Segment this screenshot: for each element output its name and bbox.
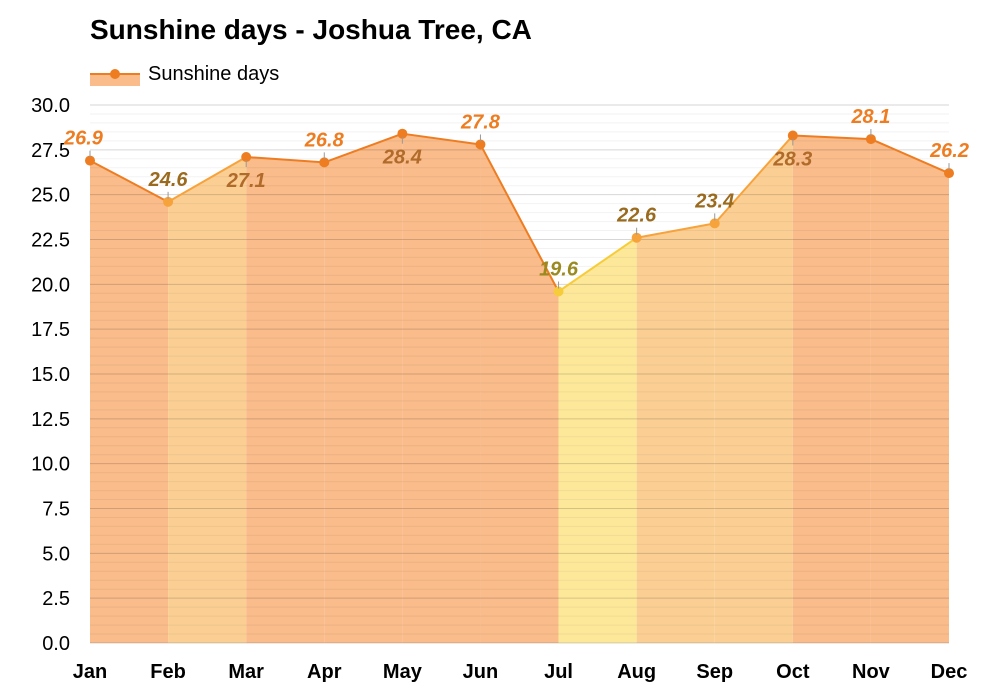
area-segment-mar — [246, 157, 325, 644]
line-segment — [89, 159, 169, 203]
y-tick-label: 20.0 — [31, 274, 70, 296]
data-point-mar — [241, 152, 252, 163]
data-label-nov: 28.1 — [850, 106, 890, 128]
area-segment-oct — [792, 135, 871, 643]
area-segment-jul — [558, 237, 637, 643]
y-tick-label: 15.0 — [31, 364, 70, 386]
line-segment — [557, 236, 638, 293]
data-point-sep — [709, 218, 720, 229]
y-tick-label: 17.5 — [31, 319, 70, 341]
x-tick-label-apr: Apr — [307, 661, 342, 683]
y-tick-label: 27.5 — [31, 140, 70, 162]
data-point-oct — [787, 130, 798, 141]
data-point-apr — [319, 157, 330, 168]
area-segment-feb — [168, 157, 247, 644]
data-point-jan — [85, 155, 95, 166]
y-tick-label: 2.5 — [42, 588, 70, 610]
x-tick-label-oct: Oct — [776, 661, 810, 683]
x-tick-label-may: May — [383, 661, 423, 683]
line-segment — [636, 222, 715, 239]
x-axis-ticks: Jan Feb Mar Apr May Jun Jul Aug Sep Oct Nov Dec — [73, 661, 968, 683]
y-tick-label: 0.0 — [42, 633, 70, 655]
line-segment — [246, 156, 325, 164]
y-tick-label: 10.0 — [31, 454, 70, 476]
x-tick-label-dec: Dec — [931, 661, 968, 683]
data-label-apr: 26.8 — [304, 129, 345, 151]
data-label-jun: 27.8 — [460, 111, 501, 133]
data-point-dec — [944, 168, 954, 179]
data-label-feb: 24.6 — [148, 169, 189, 191]
data-label-may: 28.4 — [382, 147, 422, 169]
area-segment-jan — [90, 160, 169, 644]
line-segment — [402, 132, 481, 146]
data-label-mar: 27.1 — [226, 170, 266, 192]
data-point-feb — [163, 196, 174, 207]
y-tick-label: 12.5 — [31, 409, 70, 431]
y-axis-ticks: 0.0 2.5 5.0 7.5 10.0 12.5 15.0 17.5 20.0 22.5 25.0… — [31, 95, 70, 655]
series-line — [89, 132, 950, 293]
area-segment-aug — [636, 223, 715, 644]
x-tick-label-jul: Jul — [544, 661, 573, 683]
chart-title: Sunshine days - Joshua Tree, CA — [90, 14, 532, 45]
gridlines — [90, 104, 949, 644]
line-segment — [713, 134, 794, 225]
x-tick-label-aug: Aug — [617, 661, 656, 683]
data-points — [85, 128, 954, 297]
y-tick-label: 25.0 — [31, 185, 70, 207]
legend[interactable]: Sunshine days — [90, 62, 279, 86]
area-fills — [90, 133, 949, 644]
area-segment-apr — [324, 133, 403, 643]
line-segment — [323, 132, 403, 164]
x-tick-label-feb: Feb — [150, 661, 186, 683]
data-point-aug — [631, 232, 642, 243]
data-label-sep: 23.4 — [694, 190, 734, 212]
area-segment-sep — [714, 135, 793, 643]
x-tick-label-sep: Sep — [696, 661, 733, 683]
area-segment-jun — [480, 144, 559, 643]
legend-swatch-icon — [90, 62, 140, 86]
data-labels: 26.9 24.6 27.1 26.8 28.4 27.8 19.6 22.6 23.4 28.3… — [63, 106, 969, 289]
line-segment — [870, 138, 950, 175]
data-point-jun — [475, 139, 486, 150]
y-tick-label: 5.0 — [42, 543, 70, 565]
data-label-aug: 22.6 — [616, 205, 657, 227]
line-segment — [479, 143, 560, 292]
legend-label: Sunshine days — [148, 62, 280, 85]
x-tick-label-nov: Nov — [852, 661, 891, 683]
x-tick-label-jan: Jan — [73, 661, 107, 683]
y-tick-label: 22.5 — [31, 230, 70, 252]
x-tick-label-jun: Jun — [463, 661, 499, 683]
data-label-dec: 26.2 — [929, 140, 969, 162]
area-segment-nov — [870, 139, 949, 643]
data-point-nov — [865, 134, 876, 145]
area-segment-may — [402, 133, 481, 643]
data-label-jan: 26.9 — [63, 128, 104, 150]
y-tick-label: 30.0 — [31, 95, 70, 117]
data-point-jul — [553, 286, 564, 297]
data-point-may — [397, 128, 408, 139]
x-tick-label-mar: Mar — [228, 661, 264, 683]
data-label-oct: 28.3 — [772, 148, 812, 170]
y-tick-label: 7.5 — [42, 499, 70, 521]
line-segment — [167, 156, 247, 203]
line-segment — [792, 134, 871, 141]
data-label-jul: 19.6 — [539, 259, 579, 281]
